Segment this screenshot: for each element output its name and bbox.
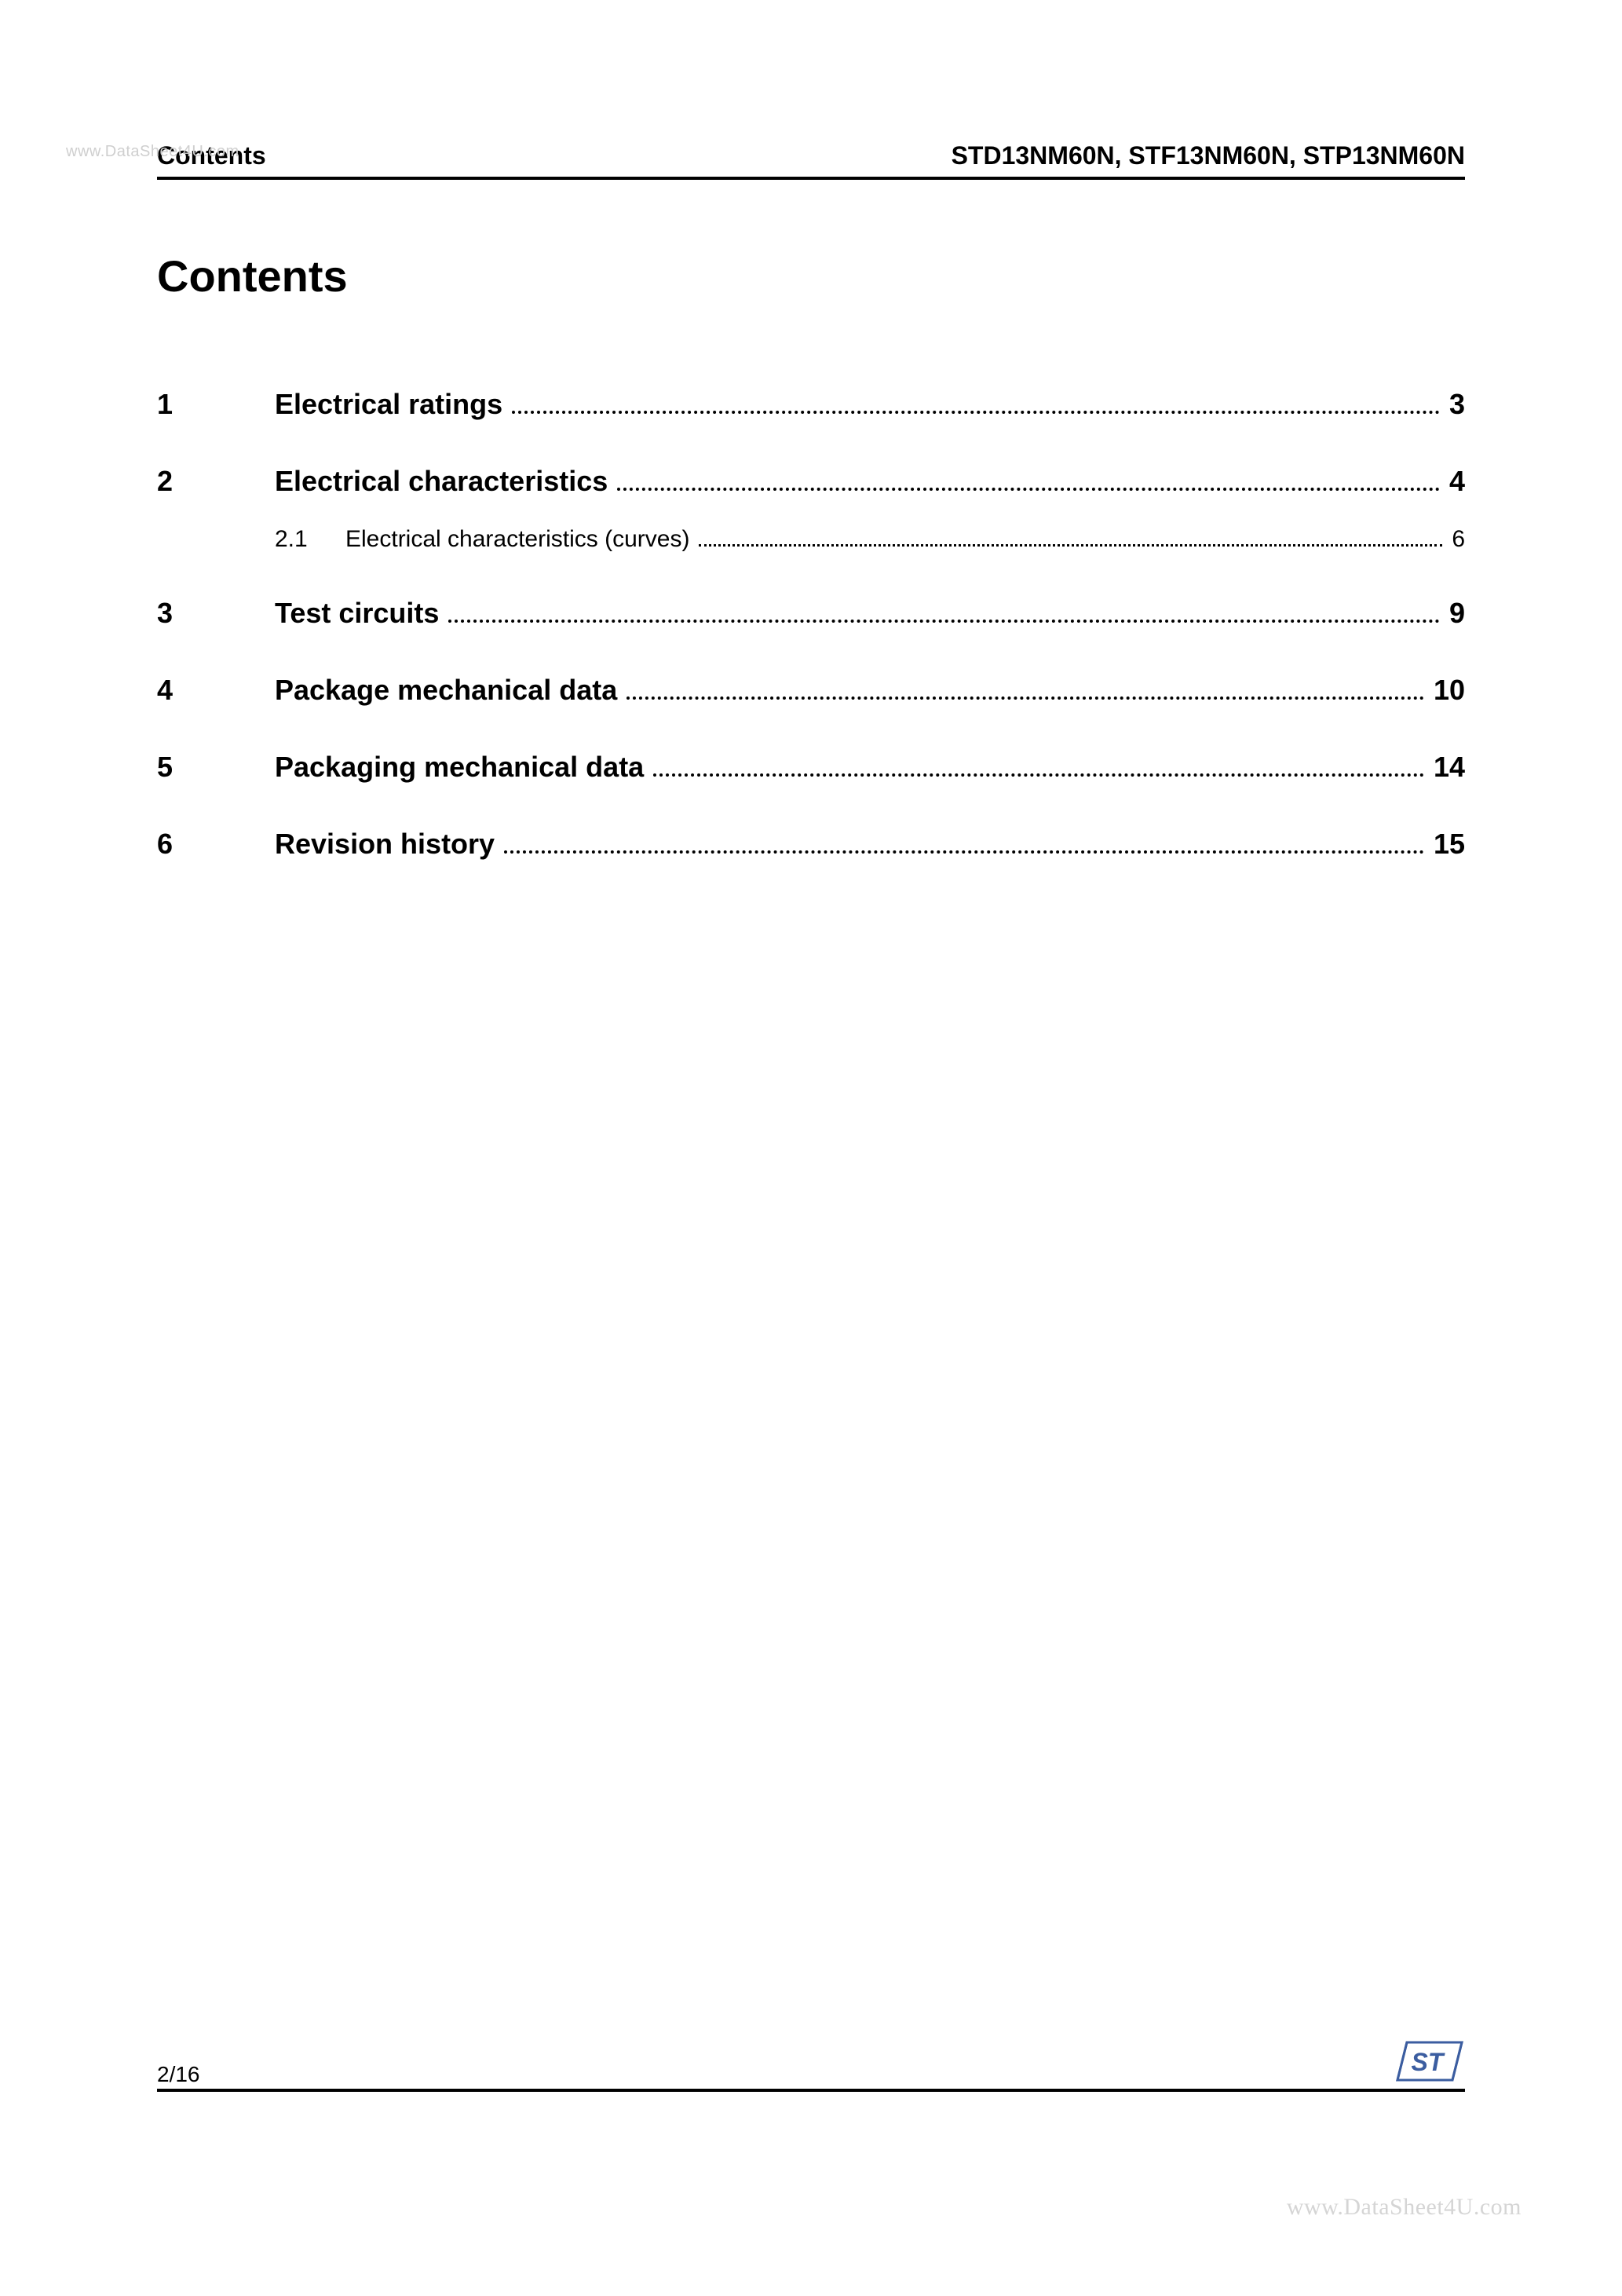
toc-page: 10 <box>1434 674 1465 707</box>
page-header: Contents STD13NM60N, STF13NM60N, STP13NM… <box>157 141 1465 180</box>
toc-leader <box>699 536 1442 547</box>
toc-entry: 6 Revision history 15 <box>157 828 1465 861</box>
header-part-numbers: STD13NM60N, STF13NM60N, STP13NM60N <box>952 141 1465 170</box>
toc-page: 4 <box>1449 465 1465 498</box>
toc-page: 15 <box>1434 828 1465 861</box>
toc-leader <box>448 612 1440 623</box>
toc-label: Package mechanical data <box>275 674 617 707</box>
toc-sub-page: 6 <box>1452 526 1465 553</box>
page-footer: 2/16 ST <box>157 2039 1465 2092</box>
toc-subentry: 2.1 Electrical characteristics (curves) … <box>157 526 1465 553</box>
watermark-top: www.DataSheet4U.com <box>66 143 239 161</box>
toc-label: Electrical ratings <box>275 388 502 421</box>
toc-number: 3 <box>157 597 275 630</box>
toc-entry: 1 Electrical ratings 3 <box>157 388 1465 421</box>
toc-label: Electrical characteristics <box>275 465 608 498</box>
toc-entry: 5 Packaging mechanical data 14 <box>157 751 1465 784</box>
table-of-contents: 1 Electrical ratings 3 2 Electrical char… <box>157 388 1465 861</box>
toc-label: Revision history <box>275 828 495 861</box>
toc-entry: 4 Package mechanical data 10 <box>157 674 1465 707</box>
toc-page: 14 <box>1434 751 1465 784</box>
toc-number: 6 <box>157 828 275 861</box>
toc-leader <box>512 404 1440 414</box>
datasheet-page: www.DataSheet4U.com Contents STD13NM60N,… <box>0 0 1622 2296</box>
watermark-bottom: www.DataSheet4U.com <box>1287 2194 1522 2221</box>
st-logo-text: ST <box>1412 2048 1445 2076</box>
toc-leader <box>504 843 1424 854</box>
toc-leader <box>617 481 1440 491</box>
page-number: 2/16 <box>157 2062 200 2087</box>
toc-label: Test circuits <box>275 597 439 630</box>
toc-entry: 2 Electrical characteristics 4 <box>157 465 1465 498</box>
toc-sub-label: Electrical characteristics (curves) <box>345 526 689 553</box>
toc-page: 9 <box>1449 597 1465 630</box>
toc-entry: 3 Test circuits 9 <box>157 597 1465 630</box>
toc-number: 1 <box>157 388 275 421</box>
toc-sub-number: 2.1 <box>275 526 345 553</box>
toc-leader <box>653 766 1424 777</box>
st-logo-icon: ST <box>1394 2039 1465 2087</box>
toc-number: 5 <box>157 751 275 784</box>
toc-leader <box>627 689 1424 700</box>
toc-page: 3 <box>1449 388 1465 421</box>
st-logo-svg: ST <box>1394 2039 1465 2083</box>
toc-number: 4 <box>157 674 275 707</box>
page-title: Contents <box>157 250 1465 302</box>
toc-label: Packaging mechanical data <box>275 751 644 784</box>
toc-number: 2 <box>157 465 275 498</box>
